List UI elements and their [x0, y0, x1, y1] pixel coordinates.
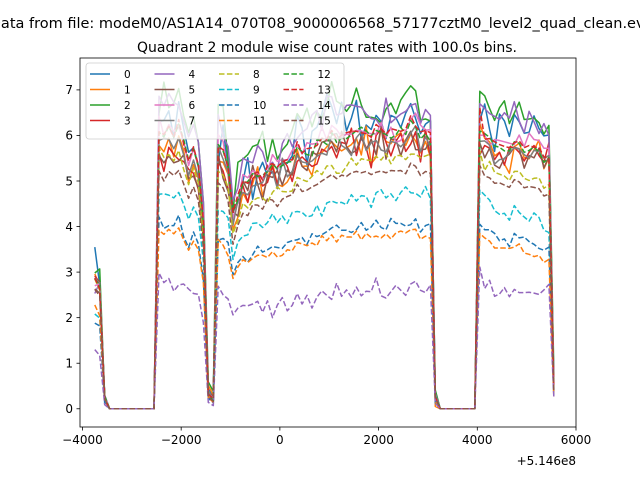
legend-label-14: 14 — [318, 100, 332, 112]
chart-suptitle: Data from file: modeM0/AS1A14_070T08_900… — [0, 16, 640, 32]
x-tick-label: −2000 — [161, 433, 202, 447]
y-tick-label: 2 — [65, 311, 73, 325]
x-axis-offset-label: +5.146e8 — [517, 454, 576, 468]
legend-label-15: 15 — [318, 116, 331, 128]
x-tick-label: 6000 — [561, 433, 592, 447]
x-tick-label: 4000 — [462, 433, 493, 447]
series-line-9 — [94, 185, 555, 410]
chart-title: Quadrant 2 module wise count rates with … — [137, 40, 517, 56]
x-tick-label: 0 — [276, 433, 284, 447]
y-tick-label: 6 — [65, 129, 73, 143]
x-tick-label: 2000 — [363, 433, 394, 447]
y-tick-label: 4 — [65, 220, 73, 234]
legend-label-8: 8 — [253, 69, 260, 81]
legend-label-13: 13 — [318, 85, 331, 97]
legend-label-2: 2 — [124, 100, 131, 112]
axes-frame — [79, 57, 577, 428]
legend-label-9: 9 — [253, 85, 260, 97]
series-line-15 — [94, 162, 555, 410]
x-tick-label: −4000 — [62, 433, 103, 447]
y-tick-label: 5 — [65, 174, 73, 188]
y-tick-label: 3 — [65, 265, 73, 279]
legend-label-0: 0 — [124, 69, 131, 81]
legend-label-12: 12 — [318, 69, 331, 81]
legend-label-11: 11 — [253, 116, 266, 128]
legend-label-6: 6 — [189, 100, 196, 112]
legend-box — [85, 62, 345, 140]
legend-label-4: 4 — [189, 69, 196, 81]
legend-label-3: 3 — [124, 116, 131, 128]
legend-label-10: 10 — [253, 100, 266, 112]
legend-label-5: 5 — [189, 85, 196, 97]
y-tick-label: 1 — [65, 357, 73, 371]
y-tick-label: 7 — [65, 83, 73, 97]
legend-label-1: 1 — [124, 85, 131, 97]
series-line-14 — [94, 266, 555, 410]
y-tick-label: 0 — [65, 402, 73, 416]
legend-label-7: 7 — [189, 116, 196, 128]
